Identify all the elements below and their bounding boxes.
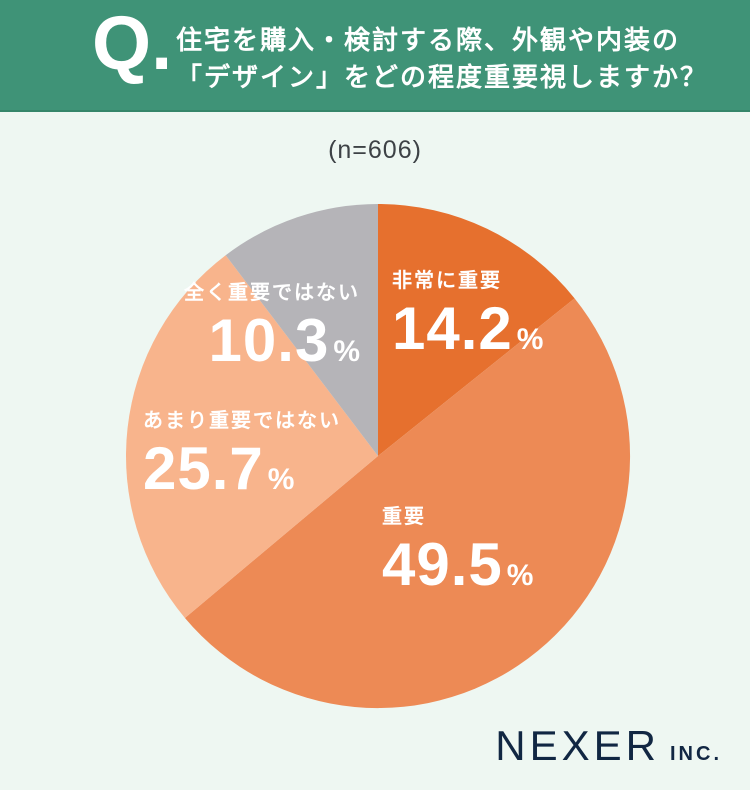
pie-slice-very-important bbox=[378, 204, 575, 456]
slice-value: 25.7% bbox=[143, 439, 341, 499]
slice-value-number: 25.7 bbox=[143, 435, 264, 502]
slice-name: 重要 bbox=[382, 506, 426, 528]
slice-label-not-very-important: あまり重要ではない 25.7% bbox=[143, 404, 341, 499]
pie-slice-important bbox=[184, 298, 631, 709]
slice-label-not-at-all: 全く重要ではない 10.3% bbox=[184, 276, 360, 371]
slice-name: 非常に重要 bbox=[392, 270, 502, 292]
question-line-1: 住宅を購入・検討する際、外観や内装の bbox=[176, 25, 681, 55]
slice-value-number: 10.3 bbox=[208, 307, 330, 374]
slice-name: あまり重要ではない bbox=[143, 410, 341, 432]
percent-sign: % bbox=[506, 559, 534, 592]
percent-sign: % bbox=[267, 463, 295, 496]
slice-name: 全く重要ではない bbox=[184, 282, 360, 304]
pie-slice-not-very-important bbox=[125, 255, 379, 618]
slice-value: 10.3% bbox=[184, 311, 360, 371]
percent-sign: % bbox=[516, 323, 544, 356]
slice-value-number: 49.5 bbox=[382, 531, 503, 598]
question-line-2: 「デザイン」をどの程度重要視しますか？ bbox=[176, 62, 709, 92]
question-header: Q. 住宅を購入・検討する際、外観や内装の 「デザイン」をどの程度重要視しますか… bbox=[0, 0, 750, 112]
slice-label-important: 重要 49.5% bbox=[382, 500, 533, 595]
slice-label-very-important: 非常に重要 14.2% bbox=[392, 264, 543, 359]
nexer-logo: NEXER INC. bbox=[495, 722, 722, 770]
sample-size: (n=606) bbox=[328, 136, 422, 164]
percent-sign: % bbox=[333, 335, 360, 368]
logo-brand: NEXER bbox=[495, 722, 660, 769]
slice-value: 49.5% bbox=[382, 535, 533, 595]
logo-suffix: INC. bbox=[670, 743, 722, 765]
slice-value-number: 14.2 bbox=[392, 295, 513, 362]
question-text: 住宅を購入・検討する際、外観や内装の 「デザイン」をどの程度重要視しますか？ bbox=[176, 22, 708, 96]
pie-slice-not-at-all bbox=[225, 204, 378, 456]
q-mark: Q. bbox=[92, 1, 173, 86]
slice-value: 14.2% bbox=[392, 299, 543, 359]
